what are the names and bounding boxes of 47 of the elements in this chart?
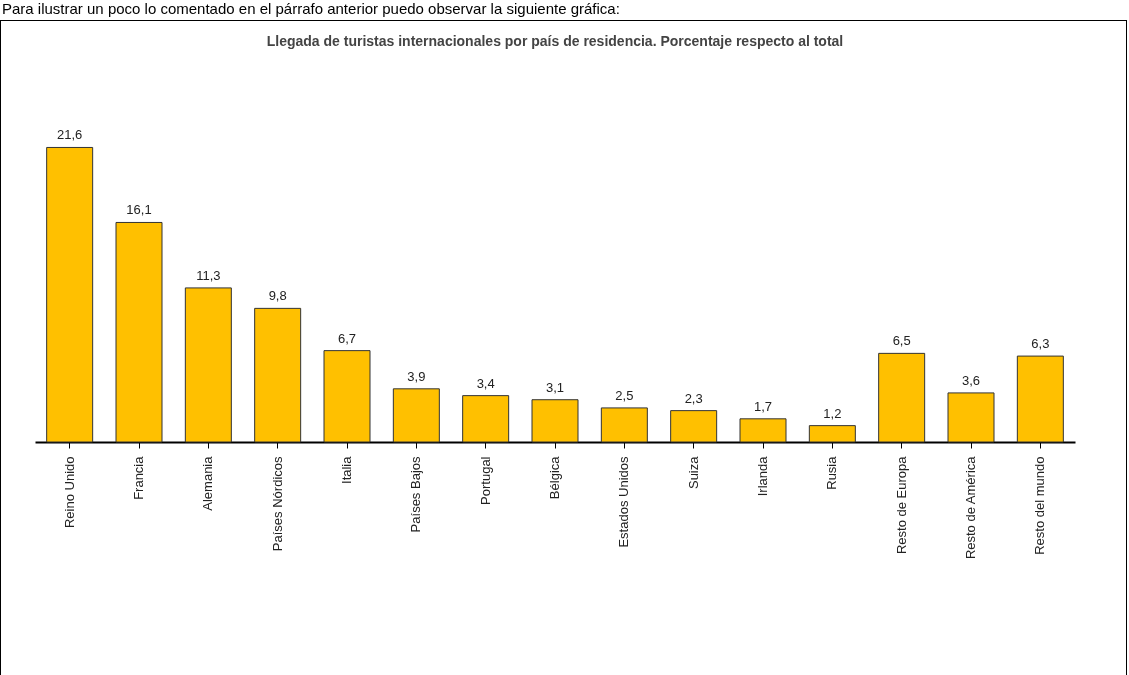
bar xyxy=(254,307,302,443)
data-label: 3,6 xyxy=(961,372,981,388)
data-label: 9,8 xyxy=(268,288,287,304)
bar xyxy=(670,410,718,443)
x-tick-label: Resto del mundo xyxy=(1032,456,1048,555)
data-label: 1,2 xyxy=(823,405,842,421)
data-label: 16,1 xyxy=(126,202,152,218)
chart-title: Llegada de turistas internacionales por país de residencia. Porcentaje respecto al total xyxy=(266,33,844,50)
data-label: 6,7 xyxy=(337,330,357,346)
bar xyxy=(46,146,94,443)
x-tick-label: Irlanda xyxy=(755,455,770,497)
x-tick-label: Estados Unidos xyxy=(616,456,632,548)
data-label: 6,3 xyxy=(1031,336,1050,352)
data-label: 2,5 xyxy=(615,387,634,403)
data-label: 2,3 xyxy=(684,390,703,406)
x-tick-label: Países Bajos xyxy=(408,456,424,533)
text: Para ilustrar un poco lo comentado en el párrafo anterior puedo observar la siguiente gráfica: xyxy=(2,0,620,18)
bar xyxy=(531,399,579,443)
data-label: 21,6 xyxy=(57,127,83,143)
x-tick-label: Resto de América xyxy=(963,455,978,560)
x-tick-label: Resto de Europa xyxy=(893,455,909,555)
x-tick-label: Alemania xyxy=(200,455,216,511)
bar xyxy=(392,388,440,443)
bar xyxy=(184,287,232,443)
x-tick-label: Rusia xyxy=(824,455,840,490)
bar xyxy=(1016,355,1064,443)
x-tick-label: Francia xyxy=(131,455,146,500)
bar xyxy=(115,221,163,443)
bar xyxy=(739,418,787,443)
x-tick-label: Suiza xyxy=(685,455,701,490)
data-label: 3,4 xyxy=(476,375,495,391)
data-label: 3,1 xyxy=(545,379,565,395)
data-label: 3,9 xyxy=(407,368,426,384)
x-tick-label: Portugal xyxy=(477,456,493,505)
data-label: 6,5 xyxy=(892,333,911,349)
data-label: 1,7 xyxy=(753,398,773,414)
data-label: 11,3 xyxy=(196,267,221,283)
bar xyxy=(600,407,648,443)
bar xyxy=(878,352,926,443)
bar xyxy=(462,395,510,443)
x-tick-label: Bélgica xyxy=(547,455,562,500)
bar xyxy=(808,425,856,443)
bar xyxy=(323,350,371,443)
x-tick-label: Países Nórdicos xyxy=(269,456,285,552)
x-tick-label: Italia xyxy=(339,455,354,484)
bar xyxy=(947,392,995,443)
x-tick-label: Reino Unido xyxy=(61,456,77,529)
